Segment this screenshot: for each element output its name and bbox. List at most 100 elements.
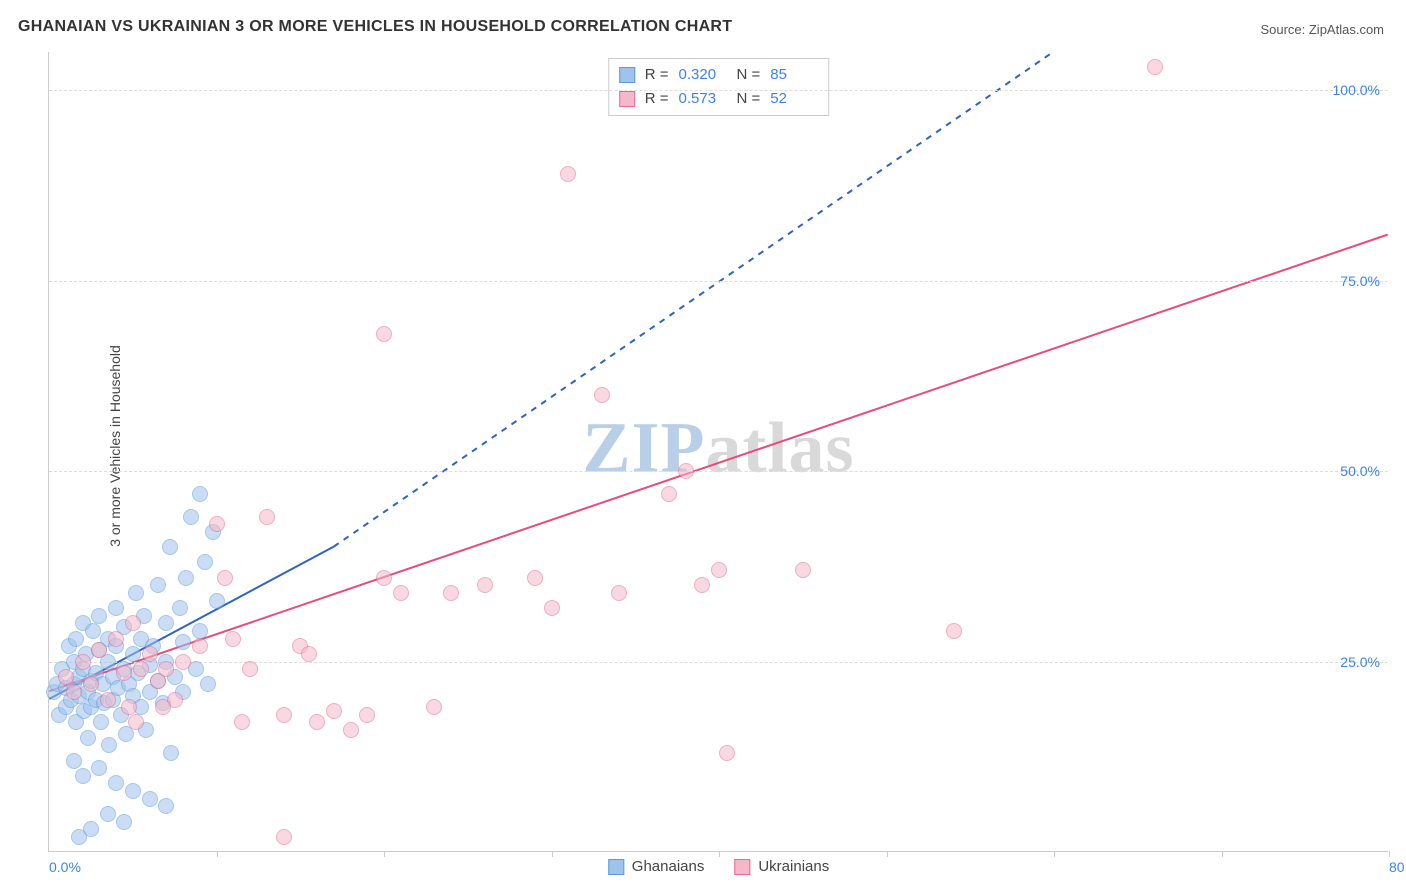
x-tick-mark <box>1389 851 1390 857</box>
data-point <box>66 753 82 769</box>
data-point <box>101 737 117 753</box>
data-point <box>376 570 392 586</box>
watermark: ZIPatlas <box>582 406 854 489</box>
x-tick-mark <box>217 851 218 857</box>
data-point <box>209 516 225 532</box>
data-point <box>661 486 677 502</box>
data-point <box>121 699 137 715</box>
gridline <box>49 471 1388 472</box>
data-point <box>142 646 158 662</box>
x-tick-mark <box>887 851 888 857</box>
data-point <box>128 714 144 730</box>
data-point <box>209 593 225 609</box>
data-point <box>142 791 158 807</box>
swatch-icon <box>608 859 624 875</box>
data-point <box>192 623 208 639</box>
swatch-icon <box>619 91 635 107</box>
data-point <box>200 676 216 692</box>
data-point <box>276 829 292 845</box>
data-point <box>133 661 149 677</box>
series-legend-item-1: Ukrainians <box>734 858 829 875</box>
data-point <box>175 654 191 670</box>
data-point <box>217 570 233 586</box>
data-point <box>694 577 710 593</box>
data-point <box>527 570 543 586</box>
data-point <box>343 722 359 738</box>
data-point <box>158 615 174 631</box>
data-point <box>795 562 811 578</box>
x-tick-mark <box>384 851 385 857</box>
data-point <box>75 768 91 784</box>
y-tick-label: 75.0% <box>1340 273 1380 289</box>
data-point <box>309 714 325 730</box>
data-point <box>125 783 141 799</box>
plot-area: ZIPatlas R = 0.320 N = 85 R = 0.573 N = … <box>48 52 1388 852</box>
data-point <box>225 631 241 647</box>
data-point <box>192 486 208 502</box>
x-tick-mark <box>552 851 553 857</box>
data-point <box>158 661 174 677</box>
stats-legend-row-0: R = 0.320 N = 85 <box>619 63 819 87</box>
data-point <box>66 684 82 700</box>
data-point <box>91 642 107 658</box>
data-point <box>108 631 124 647</box>
data-point <box>116 814 132 830</box>
data-point <box>234 714 250 730</box>
data-point <box>560 166 576 182</box>
data-point <box>162 539 178 555</box>
data-point <box>393 585 409 601</box>
stat-value-r: 0.320 <box>679 63 727 87</box>
data-point <box>125 646 141 662</box>
swatch-icon <box>619 67 635 83</box>
data-point <box>75 654 91 670</box>
x-tick-mark <box>1054 851 1055 857</box>
stat-label-n: N = <box>737 63 761 87</box>
x-tick-mark <box>719 851 720 857</box>
data-point <box>125 615 141 631</box>
stat-label-r: R = <box>645 63 669 87</box>
data-point <box>83 676 99 692</box>
data-point <box>116 665 132 681</box>
data-point <box>68 631 84 647</box>
data-point <box>85 623 101 639</box>
series-legend-item-0: Ghanaians <box>608 858 705 875</box>
data-point <box>100 692 116 708</box>
data-point <box>91 760 107 776</box>
x-tick-mark <box>1222 851 1223 857</box>
series-name: Ghanaians <box>632 858 705 875</box>
data-point <box>183 509 199 525</box>
data-point <box>172 600 188 616</box>
data-point <box>711 562 727 578</box>
data-point <box>359 707 375 723</box>
data-point <box>443 585 459 601</box>
data-point <box>594 387 610 403</box>
data-point <box>150 577 166 593</box>
data-point <box>242 661 258 677</box>
data-point <box>477 577 493 593</box>
data-point <box>276 707 292 723</box>
data-point <box>259 509 275 525</box>
data-point <box>188 661 204 677</box>
source-label: Source: ZipAtlas.com <box>1260 22 1384 37</box>
trend-lines <box>49 52 1388 851</box>
data-point <box>91 608 107 624</box>
data-point <box>326 703 342 719</box>
series-legend: Ghanaians Ukrainians <box>608 858 829 875</box>
data-point <box>108 600 124 616</box>
y-tick-label: 50.0% <box>1340 463 1380 479</box>
data-point <box>128 585 144 601</box>
watermark-b: atlas <box>706 407 855 487</box>
gridline <box>49 90 1388 91</box>
stat-value-n: 85 <box>770 63 818 87</box>
chart-container: GHANAIAN VS UKRAINIAN 3 OR MORE VEHICLES… <box>0 0 1406 892</box>
data-point <box>158 798 174 814</box>
data-point <box>1147 59 1163 75</box>
data-point <box>611 585 627 601</box>
data-point <box>719 745 735 761</box>
data-point <box>197 554 213 570</box>
data-point <box>100 806 116 822</box>
data-point <box>175 634 191 650</box>
series-name: Ukrainians <box>758 858 829 875</box>
data-point <box>301 646 317 662</box>
gridline <box>49 281 1388 282</box>
